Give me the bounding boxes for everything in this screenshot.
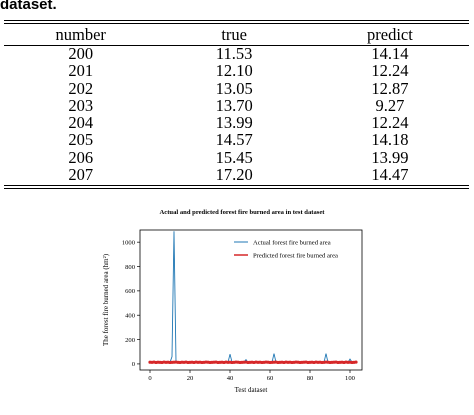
legend-label-predicted: Predicted forest fire burned area [253, 253, 338, 260]
x-tick-label: 80 [307, 375, 314, 382]
results-table: number true predict 200 11.53 14.14 201 12.… [4, 24, 469, 183]
cell-predict: 12.87 [371, 78, 409, 98]
chart-title: Actual and predicted forest fire burned … [160, 209, 326, 216]
y-tick-label: 200 [125, 337, 136, 344]
x-axis: 0 20 40 60 80 100 [148, 370, 356, 382]
cell-number: 204 [68, 113, 94, 133]
legend-label-actual: Actual forest fire burned area [253, 240, 331, 247]
column-header-predict: predict [367, 25, 413, 44]
table-bottom-rule [4, 188, 469, 189]
x-tick-label: 60 [267, 375, 274, 382]
cell-predict: 12.24 [371, 113, 409, 133]
table-row: 204 13.99 12.24 [4, 113, 469, 133]
table-row: 200 11.53 14.14 [4, 44, 469, 63]
cell-predict: 14.14 [371, 44, 409, 63]
table-row: 207 17.20 14.47 [4, 165, 469, 185]
caption-fragment: dataset. [0, 0, 57, 13]
series-line [149, 231, 357, 364]
cell-true: 13.99 [215, 113, 253, 133]
data-point [354, 360, 358, 364]
y-tick-label: 0 [132, 361, 136, 368]
cell-true: 11.53 [215, 44, 253, 63]
cell-true: 12.10 [215, 61, 253, 81]
cell-true: 13.70 [215, 95, 253, 115]
table-top-rule-inner [4, 23, 469, 24]
table-header-row: number true predict [4, 24, 469, 45]
cell-true: 17.20 [215, 165, 253, 185]
cell-predict: 14.47 [371, 165, 409, 185]
cell-number: 207 [68, 165, 94, 185]
cell-true: 15.45 [215, 147, 253, 167]
cell-number: 202 [68, 78, 94, 98]
table-row: 203 13.70 9.27 [4, 95, 469, 115]
plot-frame [139, 229, 363, 371]
table-bottom-rule-inner [4, 185, 469, 186]
y-axis-label: The forest fire burned area (hm²) [102, 253, 110, 346]
cell-predict: 13.99 [371, 147, 409, 167]
series-layer [148, 231, 358, 365]
cell-number: 206 [68, 147, 94, 167]
cell-true: 14.57 [215, 130, 253, 150]
x-tick-label: 100 [345, 375, 356, 382]
y-tick-label: 600 [125, 288, 136, 295]
cell-true: 13.05 [215, 78, 253, 98]
cell-number: 200 [68, 44, 94, 63]
cell-number: 201 [68, 61, 94, 81]
y-tick-label: 400 [125, 313, 136, 320]
x-axis-label: Test dataset [235, 386, 268, 394]
y-tick-label: 800 [125, 264, 136, 271]
x-tick-label: 0 [148, 375, 152, 382]
x-tick-label: 20 [187, 375, 194, 382]
cell-predict: 14.18 [371, 130, 409, 150]
y-tick-label: 1000 [122, 239, 136, 246]
column-header-number: number [55, 25, 106, 44]
cell-number: 205 [68, 130, 94, 150]
cell-predict: 12.24 [371, 61, 409, 81]
cell-predict: 9.27 [375, 95, 405, 115]
burned-area-line-chart: Actual and predicted forest fire burned … [102, 209, 363, 394]
column-header-true: true [221, 25, 247, 44]
table-row: 205 14.57 14.18 [4, 130, 469, 150]
table-row: 202 13.05 12.87 [4, 78, 469, 98]
chart-legend: Actual forest fire burned area Predicted… [234, 240, 338, 260]
table-row: 206 15.45 13.99 [4, 147, 469, 167]
table-header-rule [4, 45, 469, 46]
cell-number: 203 [68, 95, 94, 115]
table-top-rule [4, 20, 469, 21]
x-tick-label: 40 [227, 375, 234, 382]
table-row: 201 12.10 12.24 [4, 61, 469, 81]
y-axis: 0 200 400 600 800 1000 [122, 239, 140, 368]
